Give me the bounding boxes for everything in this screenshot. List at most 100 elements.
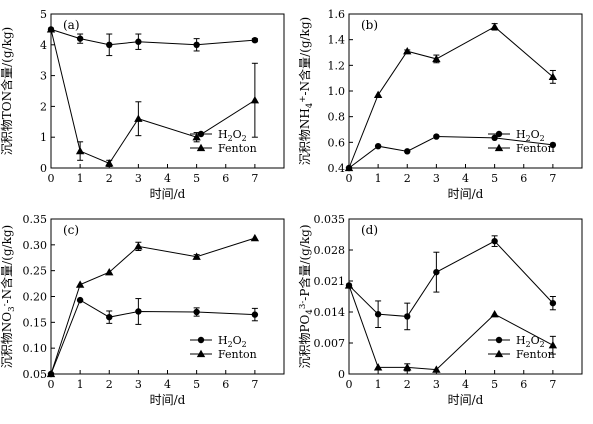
- y-axis-label: 沉积物PO43--P含量/(g/kg): [297, 224, 315, 368]
- y-axis-label: 沉积物NH4+-N含量/(g/kg): [297, 17, 315, 165]
- x-axis-label: 时间/d: [150, 187, 186, 201]
- x-tick-label: 2: [106, 378, 113, 391]
- y-tick-label: 0.021: [314, 275, 346, 288]
- x-tick-label: 5: [193, 172, 200, 185]
- y-tick-label: 1: [40, 131, 47, 144]
- data-point: [491, 134, 498, 142]
- x-tick-label: 7: [549, 172, 556, 185]
- y-tick-label: 0.15: [23, 316, 48, 329]
- y-tick-label: 5: [40, 8, 47, 21]
- y-tick-label: 0.035: [314, 213, 346, 226]
- data-point: [135, 38, 142, 45]
- data-point: [491, 237, 498, 245]
- x-tick-label: 3: [135, 378, 142, 391]
- data-point: [135, 308, 142, 315]
- y-tick-label: 3: [40, 70, 47, 83]
- y-axis-label: 沉积物NO3--N含量/(g/kg): [0, 225, 17, 368]
- y-tick-label: 0.20: [23, 291, 48, 304]
- data-point: [251, 36, 259, 44]
- data-point: [549, 299, 557, 307]
- y-tick-label: 0.007: [314, 337, 346, 350]
- x-tick-label: 1: [375, 172, 382, 185]
- series-line: [348, 136, 553, 169]
- data-point: [404, 313, 411, 320]
- legend-label: H2O2: [218, 334, 247, 349]
- y-tick-label: 0.6: [328, 136, 346, 149]
- panel-label: (c): [63, 223, 79, 237]
- y-tick-label: 0.8: [328, 111, 346, 124]
- data-point: [250, 96, 260, 104]
- data-point: [374, 311, 382, 318]
- legend-marker: [494, 349, 504, 358]
- y-tick-label: 0.10: [23, 342, 48, 355]
- x-tick-label: 5: [491, 172, 498, 185]
- panel-label: (d): [361, 223, 378, 237]
- data-point: [193, 308, 200, 316]
- data-point: [433, 268, 440, 276]
- x-tick-label: 2: [404, 172, 411, 185]
- series-triangle: [344, 22, 558, 172]
- y-tick-label: 4: [40, 39, 47, 52]
- data-point: [548, 72, 558, 81]
- series-circle: [345, 235, 557, 331]
- data-point: [105, 268, 114, 276]
- data-point: [432, 54, 441, 63]
- series-line: [50, 299, 255, 375]
- legend-marker: [495, 336, 503, 344]
- series-triangle: [46, 233, 260, 378]
- x-tick-label: 1: [77, 172, 84, 185]
- legend-marker: [197, 336, 205, 344]
- legend-marker: [196, 349, 206, 358]
- data-point: [193, 41, 200, 48]
- data-point: [76, 296, 84, 304]
- x-tick-label: 0: [48, 172, 55, 185]
- x-tick-label: 0: [346, 378, 353, 391]
- data-point: [433, 133, 440, 140]
- x-tick-label: 1: [77, 378, 84, 391]
- x-tick-label: 7: [549, 378, 556, 391]
- x-axis-label: 时间/d: [150, 393, 186, 407]
- x-tick-label: 2: [404, 378, 411, 391]
- legend-marker: [196, 143, 206, 152]
- x-tick-label: 7: [251, 172, 258, 185]
- legend-label: H2O2: [218, 128, 247, 143]
- data-point: [250, 233, 260, 242]
- x-tick-label: 0: [346, 172, 353, 185]
- series-triangle: [344, 281, 558, 373]
- data-point: [75, 146, 85, 155]
- legend-marker: [197, 130, 205, 138]
- y-tick-label: 1.4: [328, 34, 346, 47]
- legend-label: Fenton: [516, 348, 555, 361]
- series-triangle: [46, 25, 260, 167]
- y-tick-label: 2: [40, 100, 47, 113]
- x-tick-label: 1: [375, 378, 382, 391]
- x-tick-label: 0: [48, 378, 55, 391]
- series-line: [348, 240, 554, 317]
- y-axis-label: 沉积物TON含量/(g/kg): [0, 27, 14, 155]
- x-tick-label: 6: [222, 172, 229, 185]
- y-tick-label: 0.30: [23, 239, 48, 252]
- data-point: [373, 363, 383, 371]
- panel-label: (b): [361, 18, 378, 32]
- x-axis-label: 时间/d: [448, 187, 484, 201]
- y-tick-label: 0.25: [23, 265, 48, 278]
- series-line: [50, 29, 256, 165]
- data-point: [76, 35, 84, 42]
- y-tick-label: 0.014: [314, 306, 346, 319]
- y-tick-label: 1.2: [328, 59, 346, 72]
- series-line: [50, 28, 255, 46]
- x-axis-label: 时间/d: [448, 393, 484, 407]
- data-point: [106, 313, 113, 321]
- data-point: [373, 90, 383, 98]
- chart-panel: 0 1 2 3 4 5 6 7 0 1 2 3 4 5 时间/d 沉积物TON含量/(g/kg) (a) H2O2…: [0, 8, 285, 201]
- data-point: [404, 148, 411, 155]
- data-point: [134, 242, 143, 250]
- series-line: [348, 26, 554, 169]
- x-tick-label: 4: [164, 172, 171, 185]
- x-tick-label: 5: [193, 378, 200, 391]
- chart-panel: 0 1 2 3 4 5 6 7 0 0.007 0.014 0.021 0.028 0.035 时间/d 沉积…: [297, 213, 583, 407]
- data-point: [75, 280, 85, 288]
